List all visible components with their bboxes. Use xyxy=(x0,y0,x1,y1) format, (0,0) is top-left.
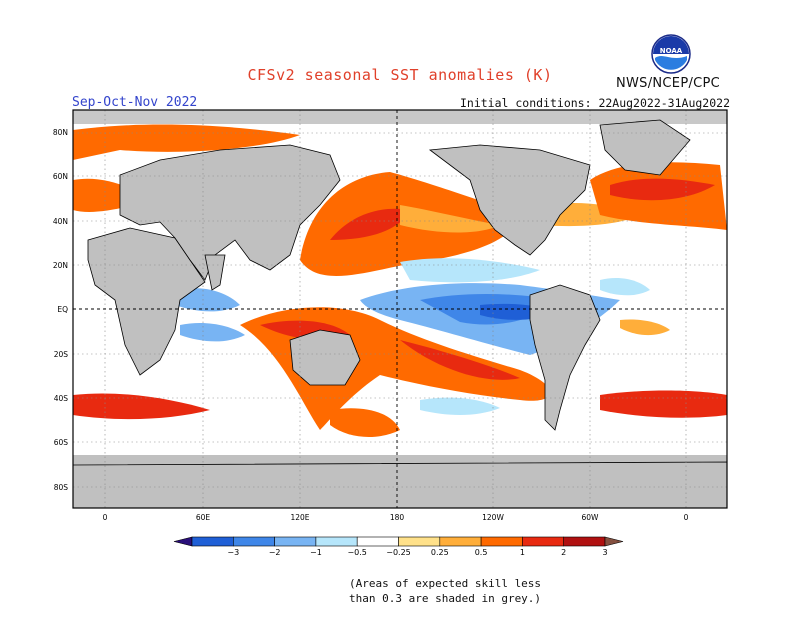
lon-label: 60E xyxy=(196,513,211,522)
legend-swatch xyxy=(233,536,275,547)
legend-tick-label: −1 xyxy=(310,548,322,557)
arctic-warm xyxy=(73,124,300,160)
legend-tick-label: −0.5 xyxy=(347,548,366,557)
lat-label: 60N xyxy=(53,172,68,181)
lat-label: 80S xyxy=(54,483,69,492)
lat-label: 40S xyxy=(54,394,69,403)
legend-tick-label: −0.25 xyxy=(386,548,411,557)
lon-label: 0 xyxy=(684,513,689,522)
legend-tick-label: 3 xyxy=(602,548,607,557)
legend-tick-label: 0.5 xyxy=(475,548,488,557)
map-field xyxy=(73,110,727,508)
lon-label: 60W xyxy=(582,513,600,522)
indian-ocean-cool xyxy=(175,288,240,312)
legend-arrow-high xyxy=(604,536,624,547)
legend-tick-label: 0.25 xyxy=(431,548,449,557)
legend-swatch xyxy=(563,536,606,547)
lat-label: 20N xyxy=(53,261,68,270)
europe-asia xyxy=(119,144,341,281)
southern-ocean-warm xyxy=(73,393,210,420)
lon-label: 120W xyxy=(482,513,504,522)
greenland xyxy=(599,119,691,176)
land-masses xyxy=(73,119,727,508)
lat-label: 40N xyxy=(53,217,68,226)
north-america xyxy=(428,144,591,256)
legend-swatch xyxy=(398,536,441,547)
lat-label: 20S xyxy=(54,350,69,359)
chart-title: CFSv2 seasonal SST anomalies (K) xyxy=(247,66,553,84)
legend-tick-label: 2 xyxy=(561,548,566,557)
lat-labels: 80N 60N 40N 20N EQ 20S 40S 60S 80S xyxy=(53,128,68,492)
antarctica xyxy=(73,461,727,508)
lat-label: EQ xyxy=(57,305,68,314)
lat-label: 60S xyxy=(54,438,69,447)
skill-note: (Areas of expected skill less than 0.3 a… xyxy=(349,576,541,606)
noaa-logo: NOAA xyxy=(651,34,691,74)
legend-tick-label: −3 xyxy=(227,548,239,557)
legend-swatch xyxy=(439,536,482,547)
legend-swatch xyxy=(274,536,317,547)
lon-label: 180 xyxy=(390,513,405,522)
legend-swatch xyxy=(522,536,565,547)
equator-dateline xyxy=(73,110,727,508)
legend-tick-label: 1 xyxy=(520,548,525,557)
legend-swatch xyxy=(356,536,399,547)
skill-note-line1: (Areas of expected skill less xyxy=(349,577,542,590)
agency-label: NWS/NCEP/CPC xyxy=(616,76,721,91)
legend-arrow-low xyxy=(173,536,193,547)
lon-label: 120E xyxy=(290,513,309,522)
legend-swatch xyxy=(480,536,523,547)
lon-label: 0 xyxy=(103,513,108,522)
legend-swatch xyxy=(191,536,234,547)
logo-text: NOAA xyxy=(660,47,683,55)
season-label: Sep-Oct-Nov 2022 xyxy=(72,95,198,110)
australia xyxy=(289,329,361,386)
color-legend: −3 −2 −1 −0.5 −0.25 0.25 0.5 1 2 3 xyxy=(173,536,624,557)
map-frame xyxy=(72,109,728,509)
legend-swatch xyxy=(315,536,358,547)
legend-tick-label: −2 xyxy=(269,548,281,557)
lon-labels: 0 60E 120E 180 120W 60W 0 xyxy=(103,513,689,522)
lat-label: 80N xyxy=(53,128,68,137)
india xyxy=(204,254,226,291)
initial-conditions: Initial conditions: 22Aug2022-31Aug2022 xyxy=(459,96,730,110)
skill-note-line2: than 0.3 are shaded in grey.) xyxy=(349,592,542,605)
